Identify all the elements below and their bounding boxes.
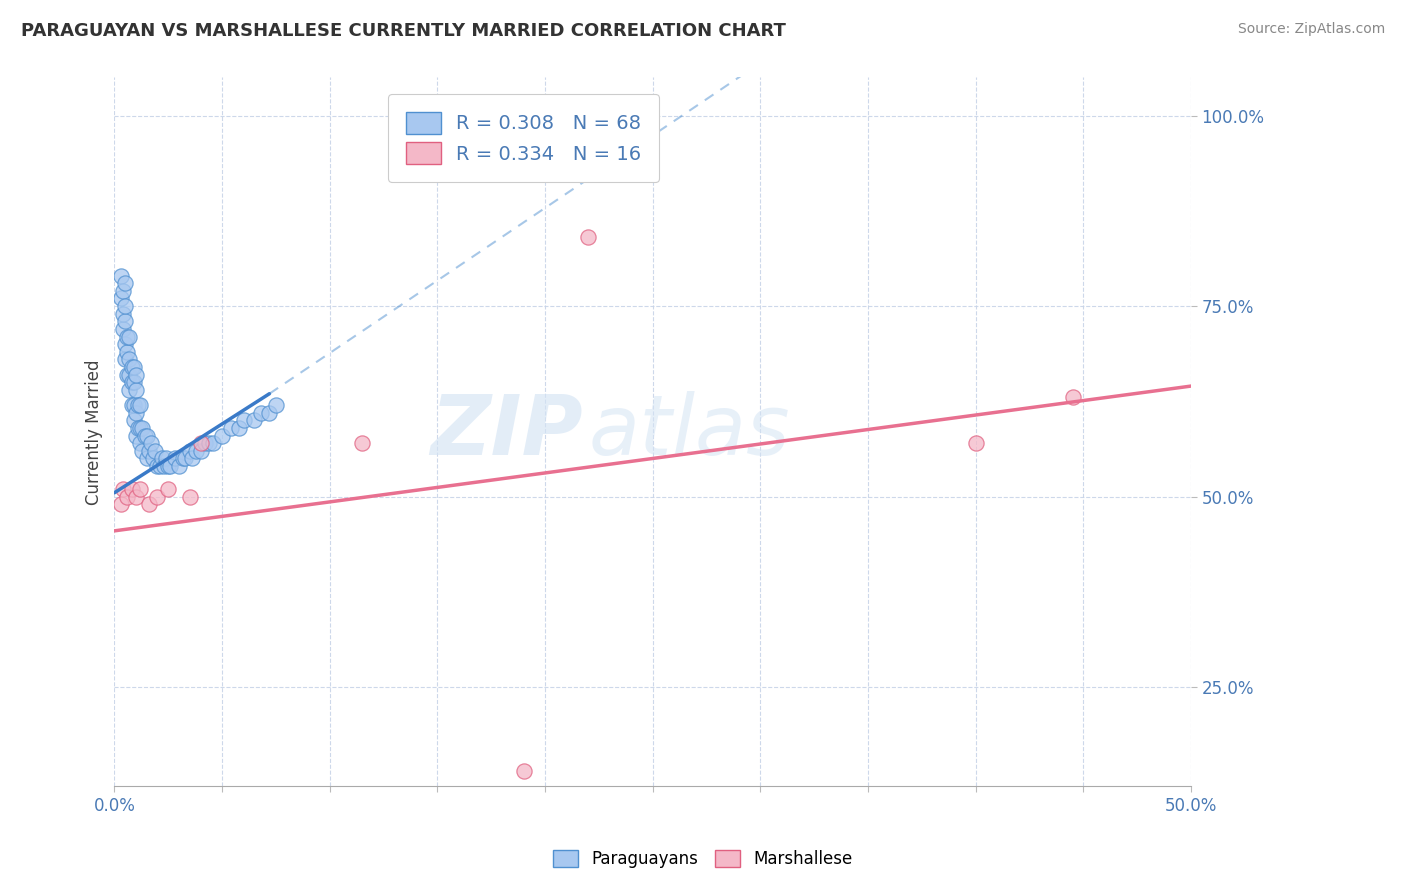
Point: [131, 421, 153, 435]
Point: [110, 292, 132, 306]
Point: [118, 383, 141, 397]
Point: [129, 421, 152, 435]
Point: [122, 398, 145, 412]
Point: [125, 406, 148, 420]
Point: [142, 451, 165, 466]
Point: [117, 344, 139, 359]
Point: [110, 268, 132, 283]
Point: [118, 352, 141, 367]
Point: [114, 276, 136, 290]
Point: [232, 413, 254, 427]
Point: [129, 398, 152, 412]
Point: [172, 451, 194, 466]
Point: [243, 413, 266, 427]
Point: [125, 383, 148, 397]
Point: [194, 436, 217, 450]
Point: [114, 314, 136, 328]
Point: [111, 482, 134, 496]
Point: [121, 376, 143, 390]
Point: [139, 436, 162, 450]
Point: [155, 451, 177, 466]
Point: [134, 428, 156, 442]
Point: [138, 443, 160, 458]
Point: [163, 451, 186, 466]
Point: [264, 398, 287, 412]
Point: [157, 459, 180, 474]
Point: [190, 443, 212, 458]
Point: [122, 413, 145, 427]
Point: [143, 443, 166, 458]
Point: [146, 490, 169, 504]
Point: [118, 329, 141, 343]
Point: [181, 451, 204, 466]
Point: [125, 428, 148, 442]
Point: [118, 368, 141, 382]
Point: [150, 451, 173, 466]
Point: [129, 482, 152, 496]
Point: [135, 451, 157, 466]
Point: [122, 376, 145, 390]
Point: [129, 436, 152, 450]
Point: [111, 307, 134, 321]
Point: [190, 436, 212, 450]
Point: [211, 428, 233, 442]
Point: [122, 359, 145, 374]
Text: PARAGUAYAN VS MARSHALLESE CURRENTLY MARRIED CORRELATION CHART: PARAGUAYAN VS MARSHALLESE CURRENTLY MARR…: [21, 22, 786, 40]
Point: [111, 322, 134, 336]
Point: [250, 406, 273, 420]
Point: [117, 329, 139, 343]
Point: [117, 490, 139, 504]
Point: [125, 490, 148, 504]
Legend: Paraguayans, Marshallese: Paraguayans, Marshallese: [547, 843, 859, 875]
Point: [512, 764, 534, 778]
Point: [167, 459, 190, 474]
Point: [127, 421, 149, 435]
Point: [114, 352, 136, 367]
Point: [198, 436, 221, 450]
Point: [186, 443, 208, 458]
Point: [135, 428, 157, 442]
Text: atlas: atlas: [588, 392, 790, 472]
Point: [146, 459, 169, 474]
Text: Source: ZipAtlas.com: Source: ZipAtlas.com: [1237, 22, 1385, 37]
Point: [121, 482, 143, 496]
Point: [131, 443, 153, 458]
Point: [202, 436, 225, 450]
Point: [114, 299, 136, 313]
Point: [149, 459, 172, 474]
Point: [121, 398, 143, 412]
Point: [111, 284, 134, 298]
Y-axis label: Currently Married: Currently Married: [86, 359, 103, 505]
Point: [110, 497, 132, 511]
Point: [157, 482, 180, 496]
Point: [159, 459, 181, 474]
Point: [114, 337, 136, 351]
Point: [121, 359, 143, 374]
Point: [125, 368, 148, 382]
Point: [965, 436, 987, 450]
Point: [174, 451, 197, 466]
Point: [219, 421, 242, 435]
Point: [117, 368, 139, 382]
Point: [138, 497, 160, 511]
Point: [228, 421, 250, 435]
Point: [153, 459, 176, 474]
Legend: R = 0.308   N = 68, R = 0.334   N = 16: R = 0.308 N = 68, R = 0.334 N = 16: [388, 95, 659, 182]
Point: [259, 406, 281, 420]
Point: [1062, 391, 1084, 405]
Point: [576, 230, 599, 244]
Point: [127, 398, 149, 412]
Point: [350, 436, 373, 450]
Point: [179, 443, 201, 458]
Point: [179, 490, 201, 504]
Text: ZIP: ZIP: [430, 392, 582, 472]
